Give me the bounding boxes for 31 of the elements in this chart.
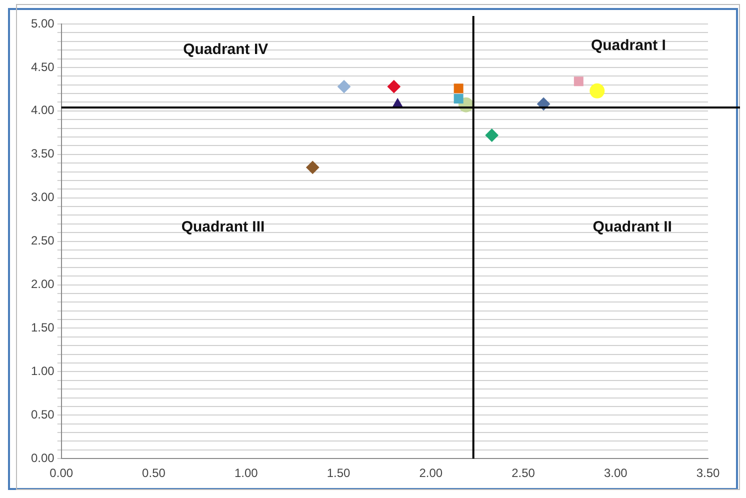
point xyxy=(454,94,464,104)
annotation: Quadrant III xyxy=(181,218,265,236)
y-tick-label: 5.00 xyxy=(30,16,55,30)
y-tick-label: 4.50 xyxy=(30,60,55,74)
annotation: Quadrant II xyxy=(592,218,672,236)
point xyxy=(306,160,320,174)
x-tick-label: 1.00 xyxy=(234,466,258,480)
y-tick-label: 1.50 xyxy=(30,320,55,335)
y-tick-label: 0.00 xyxy=(30,450,55,465)
y-tick-label: 1.00 xyxy=(30,364,55,378)
y-tick-label: 4.00 xyxy=(30,103,55,118)
x-tick-label: 2.00 xyxy=(419,466,443,480)
y-tick-label: 2.00 xyxy=(30,277,55,292)
point xyxy=(387,80,400,94)
x-tick-label: 1.50 xyxy=(326,466,350,480)
point xyxy=(574,76,584,86)
annotation: Quadrant I xyxy=(590,36,666,54)
point xyxy=(485,128,498,142)
x-tick-label: 3.00 xyxy=(604,466,628,480)
annotation: Quadrant IV xyxy=(183,41,268,58)
x-tick-label: 0.00 xyxy=(50,466,74,480)
y-tick-label: 3.00 xyxy=(30,190,55,204)
x-tick-label: 3.50 xyxy=(696,466,720,480)
y-tick-label: 0.50 xyxy=(30,407,55,422)
point xyxy=(454,84,464,94)
y-tick-label: 2.50 xyxy=(30,234,55,248)
x-tick-label: 2.50 xyxy=(512,466,536,480)
y-tick-label: 3.50 xyxy=(30,146,55,161)
point xyxy=(590,83,605,98)
point xyxy=(338,80,351,94)
x-tick-label: 0.50 xyxy=(142,466,166,480)
